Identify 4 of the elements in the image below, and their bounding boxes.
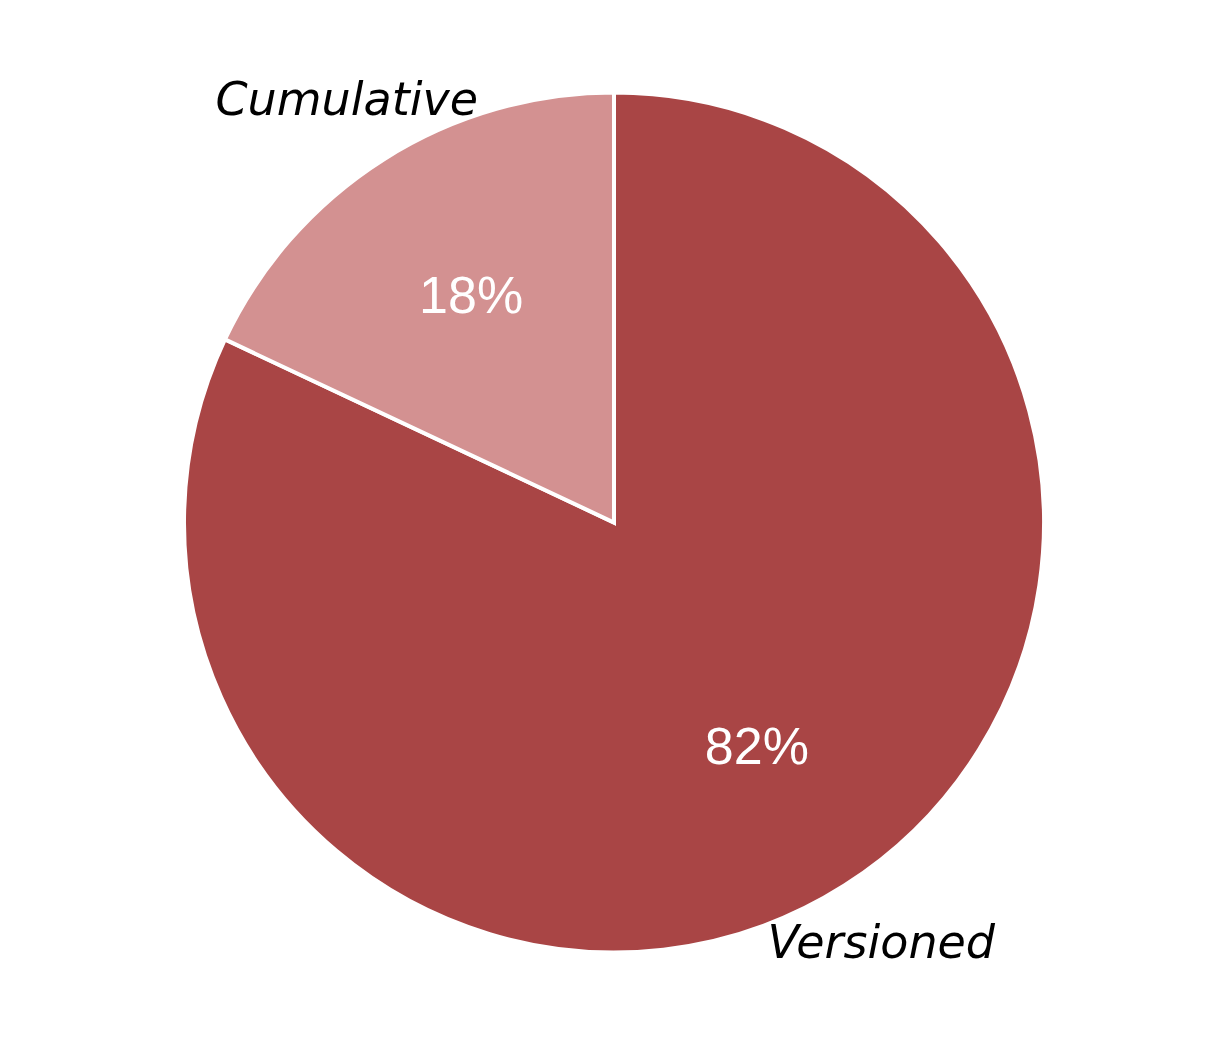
slice-label: Cumulative bbox=[215, 72, 478, 127]
data-label: 18% bbox=[419, 266, 524, 325]
slice-label: Versioned bbox=[767, 914, 996, 969]
data-label: 82% bbox=[704, 716, 809, 775]
